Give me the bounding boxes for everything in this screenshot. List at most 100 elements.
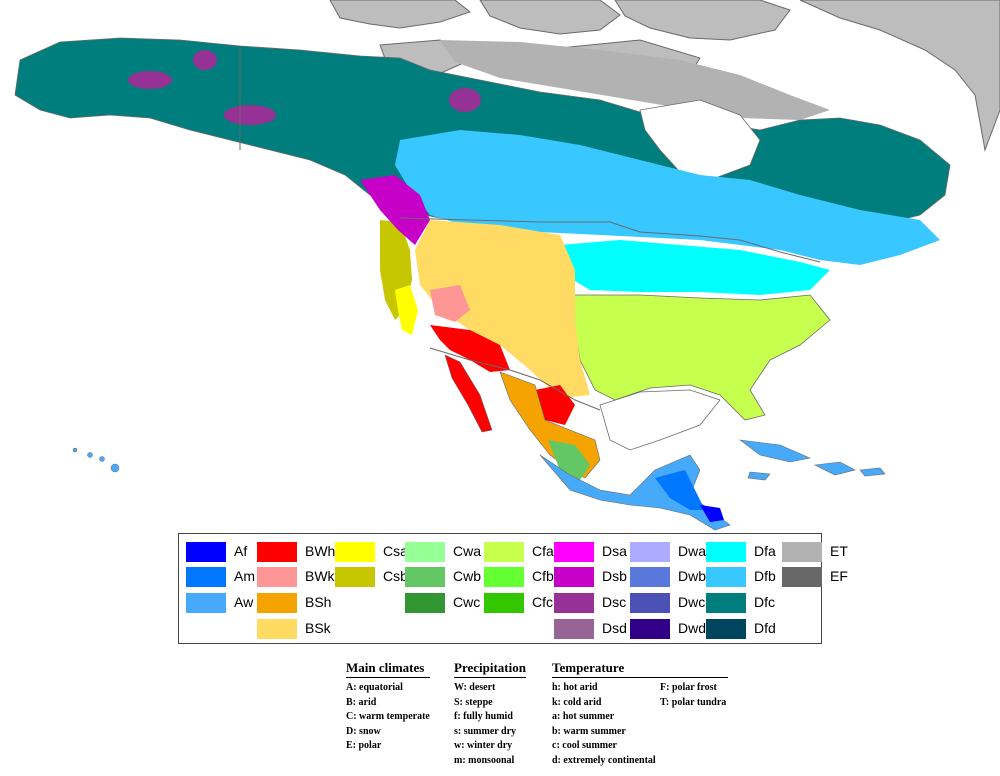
legend-swatch: [186, 593, 226, 613]
legend-label: Dfc: [754, 594, 775, 610]
key-main-climates-title: Main climates: [346, 660, 430, 678]
key-temperature: Temperature h: hot arid k: cold arid a: …: [552, 660, 728, 766]
legend-label: Cwb: [453, 568, 482, 584]
border-us-mexico: [429, 347, 601, 411]
legend-swatch: [484, 567, 524, 587]
legend-swatch: [257, 593, 297, 613]
legend-label: Dwd: [678, 620, 707, 636]
key-temperature-title: Temperature: [552, 660, 728, 678]
legend-swatch: [186, 567, 226, 587]
legend-label: Am: [234, 568, 255, 584]
legend-swatch: [554, 619, 594, 639]
legend-swatch: [554, 593, 594, 613]
legend-swatch: [405, 542, 445, 562]
legend-swatch: [706, 593, 746, 613]
legend-swatch: [630, 593, 670, 613]
legend-swatch: [630, 542, 670, 562]
key-line: h: hot arid: [552, 682, 598, 693]
region-cfa: [569, 294, 831, 421]
region-csa: [395, 285, 418, 335]
legend-label: EF: [830, 568, 848, 584]
legend-label: Csb: [383, 568, 408, 584]
legend-label: Dsa: [602, 543, 627, 559]
legend-swatch: [782, 567, 822, 587]
legend-label: Dsc: [602, 594, 627, 610]
key-main-climates: Main climates A: equatorial B: arid C: w…: [346, 660, 430, 754]
legend-label: Dsd: [602, 620, 627, 636]
legend-swatch: [335, 567, 375, 587]
legend-swatch: [257, 619, 297, 639]
key-line: f: fully humid: [454, 711, 513, 722]
legend-label: Cfc: [532, 594, 553, 610]
region-bwh: [430, 325, 510, 372]
legend-swatch: [484, 542, 524, 562]
climate-legend: Af Am Aw BWh BWk BSh BSk Csa Csb Cwa Cwb Cwc Cfa Cfb C…: [178, 533, 848, 644]
key-line: m: monsoonal: [454, 754, 515, 766]
region-am-central-america: [655, 470, 705, 510]
key-line: D: snow: [346, 725, 381, 737]
region-dsb: [360, 175, 430, 245]
legend-swatch: [186, 542, 226, 562]
legend-label: ET: [830, 543, 848, 559]
legend-label: Csa: [383, 543, 408, 559]
region-dfb: [395, 130, 940, 265]
legend-label: Dfb: [754, 568, 776, 584]
legend-swatch: [706, 567, 746, 587]
water-gulf-of-mexico: [599, 389, 721, 451]
legend-label: BWh: [305, 543, 336, 559]
legend-swatch: [405, 567, 445, 587]
key-line: s: summer dry: [454, 725, 517, 737]
region-dfa: [560, 240, 830, 295]
legend-swatch: [335, 542, 375, 562]
region-cwb-mexico: [548, 440, 590, 480]
key-line: E: polar: [346, 740, 382, 751]
region-et-tundra: [440, 40, 830, 120]
legend-label: Dwa: [678, 543, 707, 559]
legend-swatch: [706, 619, 746, 639]
legend-label: Dfa: [754, 543, 776, 559]
key-line: W: desert: [454, 682, 496, 693]
legend-swatch: [554, 567, 594, 587]
key-line: C: warm temperate: [346, 711, 430, 722]
legend-label: Cwa: [453, 543, 482, 559]
key-line: T: polar tundra: [660, 696, 727, 708]
legend-label: Dwb: [678, 568, 707, 584]
legend-label: BSh: [305, 594, 332, 610]
legend-label: Aw: [234, 594, 254, 610]
region-bwh-baja: [444, 354, 493, 433]
key-line: d: extremely continental: [552, 754, 656, 766]
legend-label: Cfb: [532, 568, 554, 584]
key-line: F: polar frost: [660, 682, 717, 693]
legend-swatch: [405, 593, 445, 613]
legend-swatch: [630, 567, 670, 587]
region-bwk: [430, 285, 470, 322]
key-line: a: hot summer: [552, 711, 615, 722]
key-line: A: equatorial: [346, 682, 403, 693]
water-hudson-bay: [639, 99, 761, 181]
border-us-canada: [399, 217, 821, 263]
legend-label: Dsb: [602, 568, 627, 584]
key-precipitation: Precipitation W: desert S: steppe f: ful…: [454, 660, 526, 768]
region-dsc-alaska: [128, 50, 481, 125]
legend-swatch: [257, 542, 297, 562]
legend-swatch: [630, 619, 670, 639]
region-bsk: [415, 220, 590, 398]
legend-label: Af: [234, 543, 248, 559]
key-line: B: arid: [346, 696, 377, 708]
region-bwh-chihuahua: [535, 385, 575, 425]
legend-swatch: [782, 542, 822, 562]
key-line: S: steppe: [454, 696, 493, 708]
region-af-patch: [700, 505, 724, 522]
key-line: c: cool summer: [552, 740, 617, 751]
climate-map: [14, 0, 1000, 531]
islands-caribbean: [738, 439, 886, 481]
key-line: b: warm summer: [552, 725, 626, 737]
islands-hawaii: [72, 447, 120, 473]
legend-label: Dwc: [678, 594, 706, 610]
legend-swatch: [257, 567, 297, 587]
key-line: k: cold arid: [552, 696, 602, 708]
legend-label: Cwc: [453, 594, 481, 610]
legend-swatch: [706, 542, 746, 562]
legend-label: BSk: [305, 620, 331, 636]
legend-label: Cfa: [532, 543, 554, 559]
